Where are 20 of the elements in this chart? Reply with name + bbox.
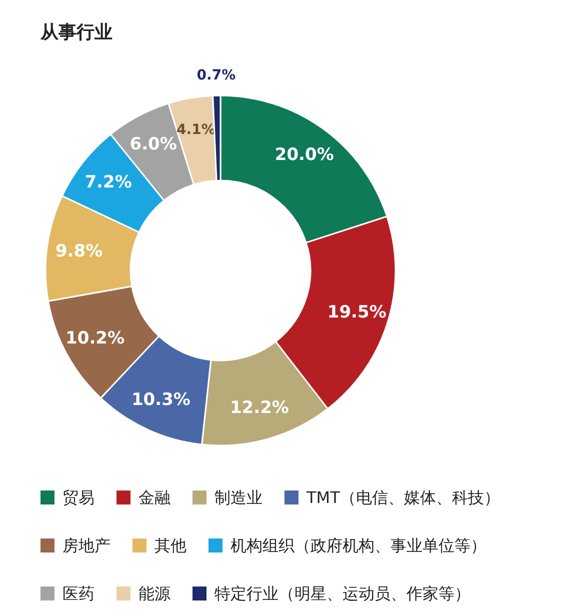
data-label: 10.3% bbox=[131, 390, 190, 410]
data-label: 6.0% bbox=[130, 134, 177, 155]
chart-title: 从事行业 bbox=[40, 22, 112, 43]
legend-label: 制造业 bbox=[214, 488, 262, 507]
legend-label: 医药 bbox=[62, 584, 94, 603]
legend-label: 房地产 bbox=[62, 536, 110, 555]
data-label: 19.5% bbox=[327, 302, 386, 322]
legend-label: 机构组织（政府机构、事业单位等） bbox=[230, 536, 486, 555]
legend-label: 能源 bbox=[138, 584, 170, 603]
data-label: 20.0% bbox=[274, 145, 334, 166]
legend-label: 金融 bbox=[138, 488, 170, 507]
legend-label: TMT（电信、媒体、科技） bbox=[306, 488, 500, 507]
data-label: 9.8% bbox=[55, 242, 103, 262]
data-label: 10.2% bbox=[66, 328, 125, 348]
legend-label: 其他 bbox=[154, 536, 186, 555]
data-label: 0.7% bbox=[196, 68, 236, 84]
data-label: 7.2% bbox=[84, 172, 132, 192]
legend-label: 特定行业（明星、运动员、作家等） bbox=[214, 584, 470, 603]
legend-label: 贸易 bbox=[62, 488, 94, 507]
data-label: 12.2% bbox=[230, 398, 289, 418]
